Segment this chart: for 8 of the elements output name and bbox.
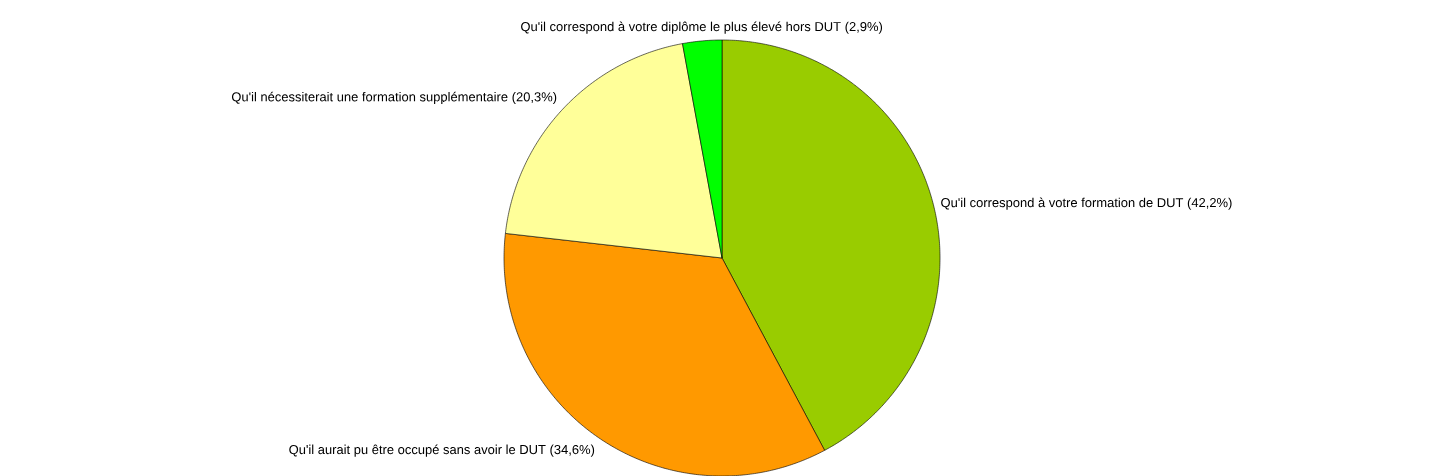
slice-label: Qu'il nécessiterait une formation supplémentaire [231, 91, 508, 104]
slice-label: Qu'il correspond à votre formation de DUT [941, 197, 1184, 210]
slice-label: Qu'il correspond à votre diplôme le plus élevé hors DUT [521, 21, 841, 34]
data-label: (20,3%) [512, 91, 557, 104]
data-label: (2,9%) [845, 21, 883, 34]
data-label: (42,2%) [1187, 197, 1232, 210]
slice-label: Qu'il aurait pu être occupé sans avoir le DUT [289, 444, 546, 457]
data-label: (34,6%) [550, 444, 595, 457]
